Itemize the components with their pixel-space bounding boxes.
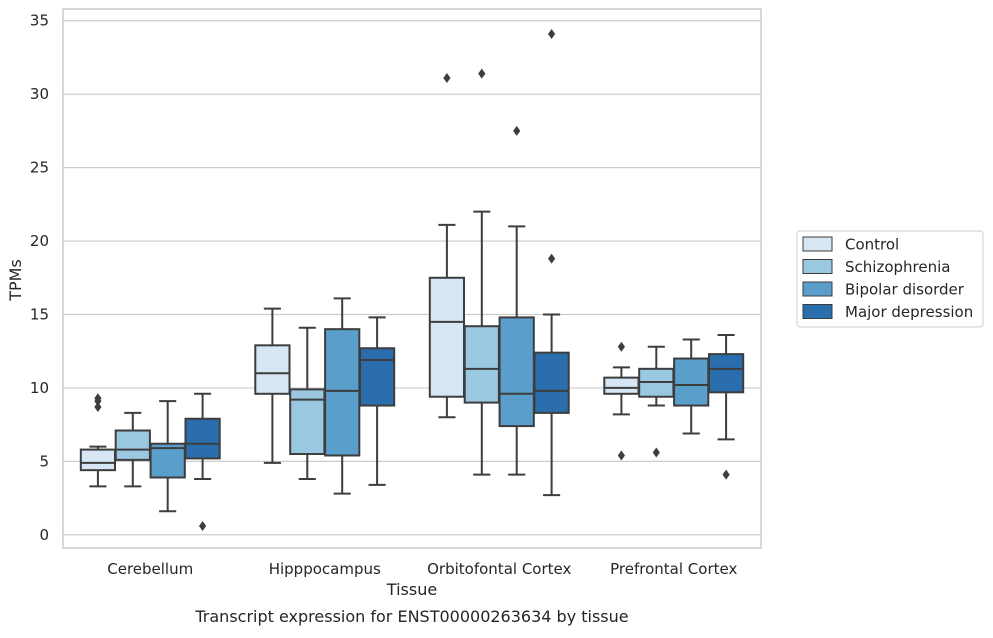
legend-swatch — [802, 281, 833, 297]
y-axis-label: TPMs — [6, 259, 25, 302]
outlier-point — [443, 73, 451, 84]
iqr-box — [149, 442, 186, 479]
outlier-point — [199, 520, 207, 531]
legend-swatch — [802, 259, 833, 274]
outlier-point — [478, 68, 486, 79]
box-group — [184, 392, 221, 531]
iqr-box — [184, 417, 221, 460]
outlier-point — [652, 447, 660, 458]
iqr-box — [79, 448, 117, 472]
box-group — [149, 400, 186, 513]
box-group — [289, 326, 326, 480]
iqr-box — [358, 347, 396, 407]
box-group — [428, 73, 466, 419]
outlier-point — [548, 253, 556, 264]
y-tick-label: 5 — [39, 452, 49, 470]
iqr-box — [498, 316, 535, 428]
box-group — [498, 125, 535, 476]
iqr-box — [324, 328, 361, 457]
iqr-box — [114, 429, 151, 461]
x-tick-labels: Cerebellum Hipppocampus Orbitofontal Corte… — [107, 560, 737, 578]
outlier-point — [548, 28, 556, 39]
iqr-box — [533, 351, 570, 414]
x-tick-label: Prefrontal Cortex — [610, 560, 737, 578]
iqr-box — [463, 325, 500, 404]
box-group — [79, 393, 117, 488]
box-group — [358, 316, 396, 486]
box-plots — [79, 28, 745, 531]
y-tick-label: 30 — [30, 85, 49, 103]
legend-swatch — [802, 304, 833, 319]
x-tick-label: Orbitofontal Cortex — [427, 560, 571, 578]
legend-label: Control — [845, 236, 899, 254]
legend: Control Schizophrenia Bipolar disorder Majo… — [796, 230, 984, 328]
outlier-point — [617, 341, 625, 352]
iqr-box — [673, 357, 710, 407]
x-tick-label: Cerebellum — [107, 560, 193, 578]
y-tick-label: 20 — [30, 232, 49, 250]
legend-frame — [796, 230, 984, 328]
plot-area-frame — [62, 8, 762, 549]
box-group — [463, 68, 500, 476]
x-axis-label: Tissue — [386, 580, 437, 599]
box-group — [254, 307, 291, 464]
chart-caption: Transcript expression for ENST0000026363… — [194, 607, 628, 626]
outlier-point — [722, 469, 730, 480]
outlier-point — [513, 125, 521, 136]
outlier-point — [617, 450, 625, 461]
iqr-box — [428, 276, 466, 398]
iqr-box — [707, 353, 745, 394]
box-group — [533, 28, 570, 497]
box-group — [673, 338, 710, 435]
y-tick-labels: 0 5 10 15 20 25 30 35 — [30, 12, 49, 544]
outlier-point — [94, 393, 102, 404]
y-tick-label: 0 — [39, 526, 49, 544]
box-group — [707, 334, 745, 480]
outlier-point — [94, 402, 102, 413]
box-group — [324, 297, 361, 495]
box-group — [603, 341, 640, 461]
y-tick-label: 35 — [30, 12, 49, 30]
y-tick-label: 15 — [30, 305, 49, 323]
x-tick-label: Hipppocampus — [269, 560, 381, 578]
iqr-box — [603, 376, 640, 395]
iqr-box — [254, 344, 291, 395]
y-tick-label: 10 — [30, 379, 49, 397]
legend-label: Major depression — [845, 303, 973, 321]
y-tick-label: 25 — [30, 159, 49, 177]
legend-label: Bipolar disorder — [845, 281, 965, 299]
legend-label: Schizophrenia — [845, 258, 950, 276]
legend-swatch — [802, 236, 833, 252]
